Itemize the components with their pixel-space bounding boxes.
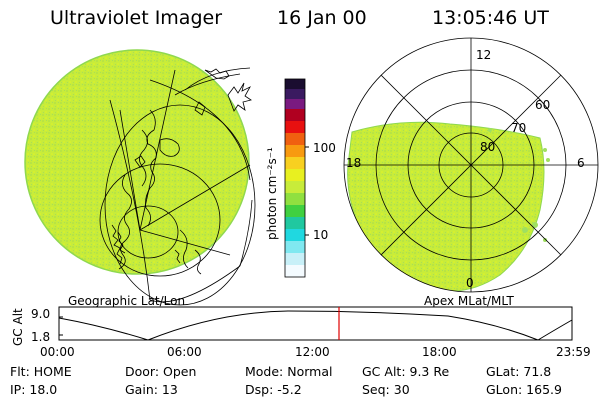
mlat-label-80: 80 bbox=[480, 140, 496, 154]
status-flight: Flt: HOME bbox=[10, 364, 72, 379]
status-mode: Mode: Normal bbox=[245, 364, 333, 379]
geographic-emission-disk bbox=[24, 49, 250, 275]
altitude-curve bbox=[58, 310, 573, 341]
mlat-label-60: 60 bbox=[535, 98, 551, 112]
header-time: 13:05:46 UT bbox=[432, 7, 549, 29]
color-bar bbox=[284, 78, 309, 278]
polar-emission-region bbox=[347, 121, 545, 292]
mlt-label-0: 0 bbox=[466, 276, 474, 290]
geographic-grid bbox=[99, 67, 256, 306]
mlat-label-70: 70 bbox=[511, 121, 527, 135]
status-glon: GLon: 165.9 bbox=[486, 382, 562, 397]
geographic-caption: Geographic Lat/Lon bbox=[68, 294, 186, 308]
coastlines bbox=[111, 68, 252, 275]
status-gc-alt: GC Alt: 9.3 Re bbox=[362, 364, 450, 379]
timeline-ytick-low: 1.8 bbox=[31, 330, 51, 344]
timeline-xtick-2359: 23:59 bbox=[556, 345, 591, 359]
colorbar-tick-100: 100 bbox=[313, 141, 336, 155]
timeline-xtick-0600: 06:00 bbox=[167, 345, 202, 359]
status-seq: Seq: 30 bbox=[362, 382, 410, 397]
polar-emission-dots bbox=[488, 128, 550, 242]
status-glat: GLat: 71.8 bbox=[486, 364, 552, 379]
status-door: Door: Open bbox=[125, 364, 197, 379]
status-ip: IP: 18.0 bbox=[10, 382, 58, 397]
app-title: Ultraviolet Imager bbox=[50, 7, 223, 29]
timeline-xtick-1800: 18:00 bbox=[422, 345, 457, 359]
timeline-xtick-1200: 12:00 bbox=[295, 345, 330, 359]
colorbar-unit-label: photon cm⁻²s⁻¹ bbox=[265, 147, 279, 240]
status-dsp: Dsp: -5.2 bbox=[245, 382, 302, 397]
colorbar-tick-10: 10 bbox=[313, 228, 329, 242]
mlt-label-12: 12 bbox=[476, 48, 492, 62]
timeline-ylabel: GC Alt bbox=[11, 308, 25, 346]
polar-grid bbox=[343, 37, 599, 293]
status-gain: Gain: 13 bbox=[125, 382, 178, 397]
header-date: 16 Jan 00 bbox=[277, 7, 367, 29]
mlt-label-6: 6 bbox=[577, 156, 585, 170]
timeline-plot bbox=[58, 306, 573, 341]
mlt-label-18: 18 bbox=[346, 156, 362, 170]
timeline-xtick-0000: 00:00 bbox=[40, 345, 75, 359]
polar-caption: Apex MLat/MLT bbox=[424, 294, 514, 308]
timeline-ytick-high: 9.0 bbox=[31, 307, 51, 321]
